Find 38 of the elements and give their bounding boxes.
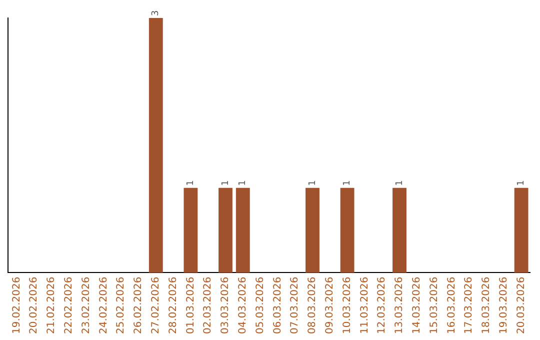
data-label: 1 bbox=[238, 180, 248, 186]
x-tick-label: 01.03.2026 bbox=[185, 276, 196, 334]
x-tick-label: 28.02.2026 bbox=[168, 276, 179, 334]
x-tick-label: 06.03.2026 bbox=[272, 276, 284, 334]
data-label: 3 bbox=[151, 10, 162, 16]
x-tick-label: 04.03.2026 bbox=[237, 276, 248, 334]
x-tick-label: 20.03.2026 bbox=[516, 276, 527, 334]
x-tick-label: 11.03.2026 bbox=[359, 276, 370, 334]
x-tick-label: 19.03.2026 bbox=[498, 276, 510, 334]
x-tick-label: 03.03.2026 bbox=[220, 276, 232, 334]
x-tick-label: 16.03.2026 bbox=[446, 276, 458, 334]
x-tick-label: 14.03.2026 bbox=[411, 276, 422, 334]
x-tick-label: 27.02.2026 bbox=[150, 276, 162, 334]
data-label: 1 bbox=[186, 180, 196, 186]
data-label: 1 bbox=[220, 180, 231, 186]
x-tick-label: 19.02.2026 bbox=[11, 276, 22, 334]
x-tick-label: 24.02.2026 bbox=[98, 276, 110, 334]
x-tick-label: 05.03.2026 bbox=[254, 276, 266, 334]
x-tick-label: 26.02.2026 bbox=[133, 276, 144, 334]
x-tick-label: 17.03.2026 bbox=[464, 276, 475, 334]
x-tick-label: 23.02.2026 bbox=[80, 276, 92, 334]
x-tick-label: 09.03.2026 bbox=[324, 276, 336, 334]
x-tick-label: 08.03.2026 bbox=[307, 276, 318, 334]
x-tick-label: 02.03.2026 bbox=[202, 276, 214, 334]
x-tick-label: 20.02.2026 bbox=[28, 276, 40, 334]
x-tick-label: 13.03.2026 bbox=[394, 276, 406, 334]
data-label: 1 bbox=[516, 180, 527, 186]
x-tick-label: 21.02.2026 bbox=[46, 276, 58, 334]
x-tick-label: 15.03.2026 bbox=[428, 276, 440, 334]
x-tick-label: 22.02.2026 bbox=[63, 276, 74, 334]
data-label: 1 bbox=[342, 180, 353, 186]
data-label: 1 bbox=[394, 180, 405, 186]
data-label: 1 bbox=[308, 180, 318, 186]
x-tick-label: 10.03.2026 bbox=[342, 276, 353, 334]
x-tick-label: 12.03.2026 bbox=[376, 276, 388, 334]
x-tick-label: 07.03.2026 bbox=[290, 276, 301, 334]
x-tick-label: 25.02.2026 bbox=[116, 276, 127, 334]
x-tick-label: 18.03.2026 bbox=[481, 276, 492, 334]
